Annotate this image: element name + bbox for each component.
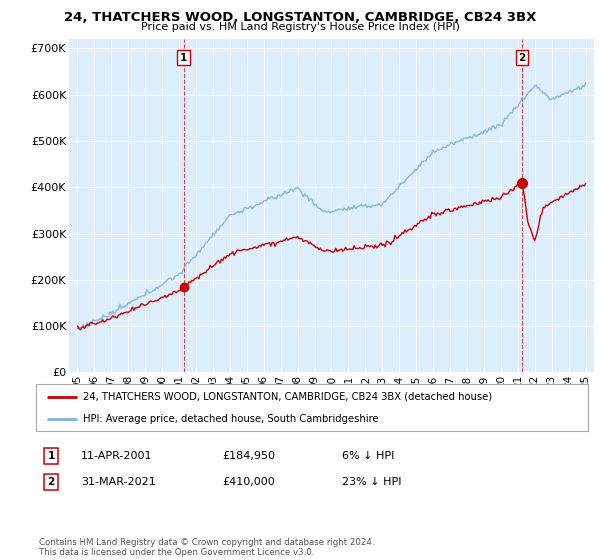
Text: 23% ↓ HPI: 23% ↓ HPI [342, 477, 401, 487]
Text: 24, THATCHERS WOOD, LONGSTANTON, CAMBRIDGE, CB24 3BX: 24, THATCHERS WOOD, LONGSTANTON, CAMBRID… [64, 11, 536, 24]
Text: 31-MAR-2021: 31-MAR-2021 [81, 477, 156, 487]
Text: 24, THATCHERS WOOD, LONGSTANTON, CAMBRIDGE, CB24 3BX (detached house): 24, THATCHERS WOOD, LONGSTANTON, CAMBRID… [83, 392, 492, 402]
Text: £410,000: £410,000 [222, 477, 275, 487]
Text: 6% ↓ HPI: 6% ↓ HPI [342, 451, 394, 461]
Text: 2: 2 [518, 53, 526, 63]
Text: 2: 2 [47, 477, 55, 487]
Text: 11-APR-2001: 11-APR-2001 [81, 451, 152, 461]
Text: Price paid vs. HM Land Registry's House Price Index (HPI): Price paid vs. HM Land Registry's House … [140, 22, 460, 32]
Text: Contains HM Land Registry data © Crown copyright and database right 2024.
This d: Contains HM Land Registry data © Crown c… [39, 538, 374, 557]
Text: £184,950: £184,950 [222, 451, 275, 461]
Text: HPI: Average price, detached house, South Cambridgeshire: HPI: Average price, detached house, Sout… [83, 414, 379, 424]
Text: 1: 1 [180, 53, 187, 63]
Text: 1: 1 [47, 451, 55, 461]
